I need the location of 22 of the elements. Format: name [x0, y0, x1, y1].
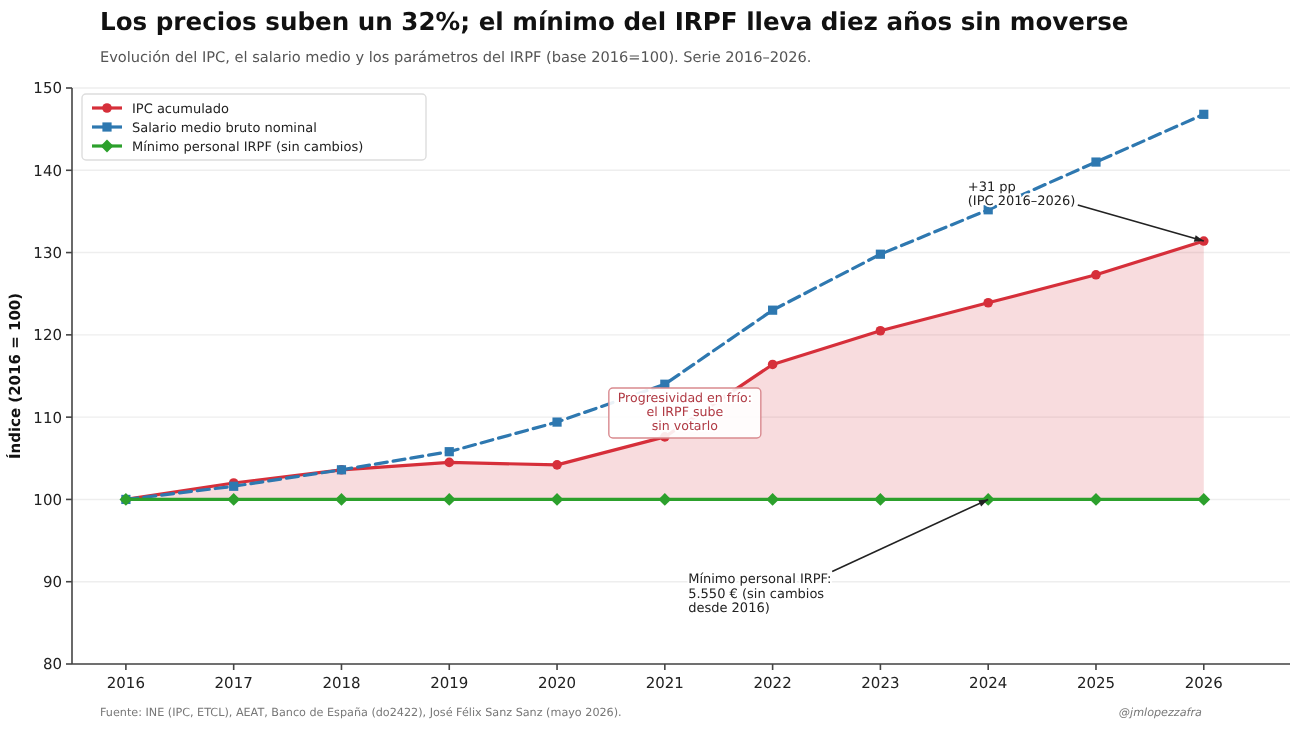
point: [767, 359, 778, 370]
point: [983, 297, 993, 308]
point: [1197, 493, 1211, 506]
point: [658, 493, 672, 506]
point: [550, 493, 564, 506]
point: [444, 447, 454, 457]
point: [444, 457, 455, 468]
point: [766, 493, 780, 506]
point: [227, 493, 241, 506]
point: [875, 325, 886, 336]
point: [1199, 109, 1209, 119]
point: [552, 460, 562, 470]
point: [768, 305, 778, 315]
point: [552, 417, 562, 427]
point: [1091, 157, 1101, 167]
chart-title: Los precios suben un 32%; el mínimo del IRPF lleva diez años sin moverse: [100, 8, 1129, 36]
point: [875, 249, 886, 259]
point: [335, 493, 348, 506]
point: [442, 493, 456, 506]
point: [1091, 269, 1101, 280]
point: [874, 493, 887, 506]
point: [1089, 493, 1103, 506]
